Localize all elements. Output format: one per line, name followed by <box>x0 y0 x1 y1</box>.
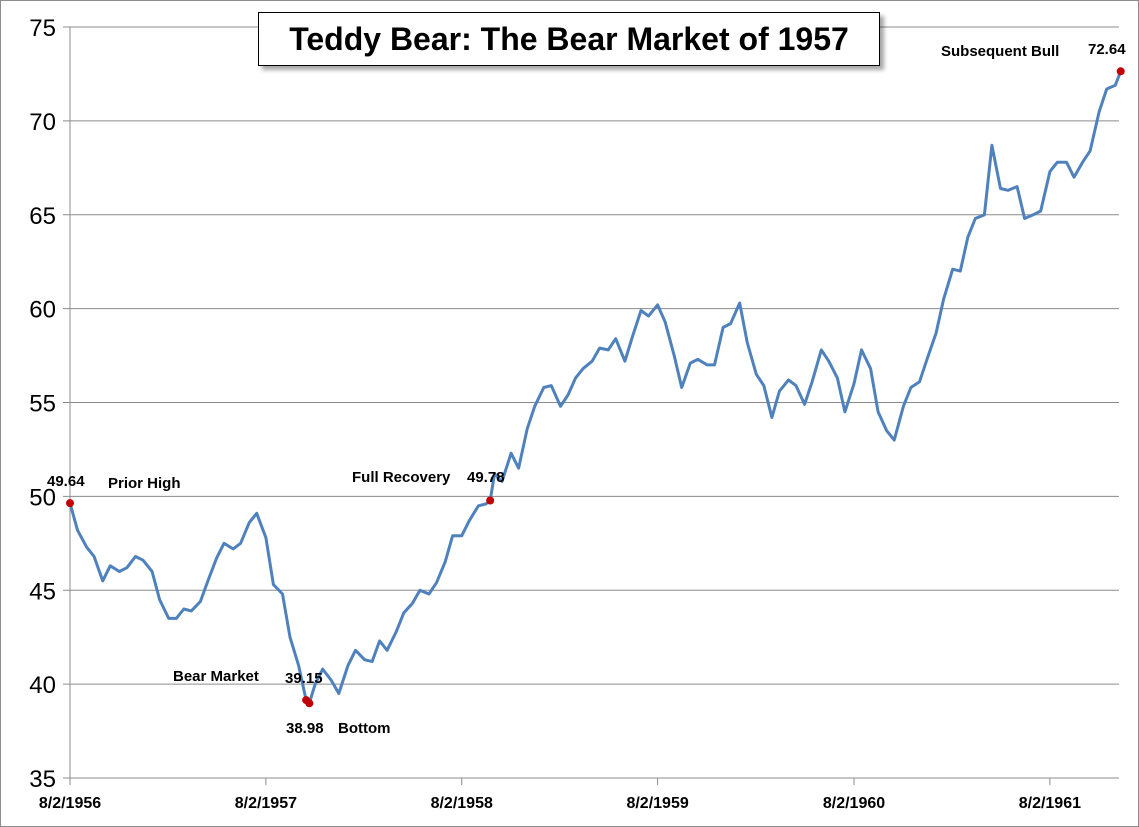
annotation-label-full-recovery: Full Recovery <box>352 469 451 486</box>
x-tick-label: 8/2/1957 <box>235 795 297 812</box>
y-tick-label: 70 <box>29 109 56 136</box>
y-tick-label: 75 <box>29 15 56 42</box>
x-tick-label: 8/2/1956 <box>39 795 101 812</box>
annotation-value-subsequent-bull: 72.64 <box>1088 41 1126 58</box>
y-tick-label: 35 <box>29 766 56 793</box>
x-tick-label: 8/2/1960 <box>823 795 885 812</box>
annotation-value-bear-market: 39.15 <box>285 670 323 687</box>
annotation-marker <box>66 499 74 508</box>
annotation-label-bottom: Bottom <box>338 720 391 737</box>
chart-title-box: Teddy Bear: The Bear Market of 1957 <box>258 12 880 66</box>
annotation-marker <box>1116 67 1125 76</box>
annotation-label-subsequent-bull: Subsequent Bull <box>941 43 1059 60</box>
annotation-label-prior-high: Prior High <box>108 475 181 492</box>
chart-title: Teddy Bear: The Bear Market of 1957 <box>289 20 849 57</box>
y-tick-label: 40 <box>29 672 56 699</box>
y-tick-label: 65 <box>29 203 56 230</box>
series-line <box>68 70 1123 705</box>
annotation-value-prior-high: 49.64 <box>47 473 85 490</box>
x-tick-label: 8/2/1958 <box>431 795 493 812</box>
annotation-label-bear-market: Bear Market <box>173 668 259 685</box>
y-tick-label: 60 <box>29 297 56 324</box>
x-tick-label: 8/2/1961 <box>1019 795 1081 812</box>
y-axis-ticks: 35 40 45 50 55 60 65 70 75 <box>29 15 56 793</box>
annotation-markers <box>66 67 1125 708</box>
annotation-value-full-recovery: 49.78 <box>467 469 505 486</box>
x-tick-label: 8/2/1959 <box>626 795 688 812</box>
annotation-marker <box>486 496 495 505</box>
y-tick-label: 55 <box>29 391 56 418</box>
y-tick-label: 50 <box>29 484 56 511</box>
annotation-marker <box>305 699 314 708</box>
annotation-value-bottom: 38.98 <box>286 720 324 737</box>
x-axis-ticks: 8/2/1956 8/2/1957 8/2/1958 8/2/1959 8/2/1960… <box>39 778 1081 812</box>
y-tick-label: 45 <box>29 578 56 605</box>
